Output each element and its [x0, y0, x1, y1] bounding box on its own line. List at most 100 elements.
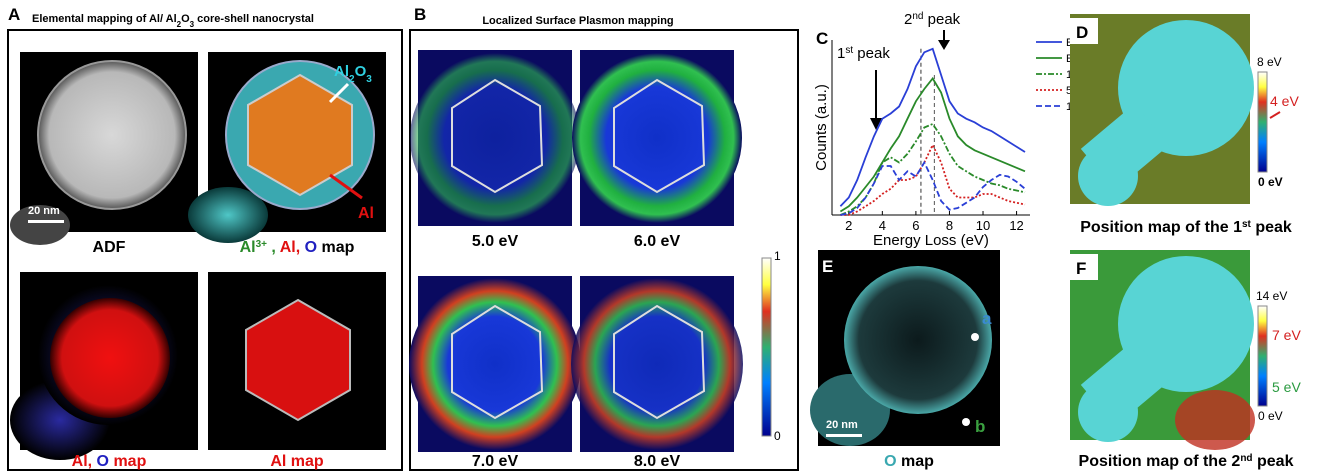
caption-part: O: [92, 453, 109, 470]
annotation: 1st peak: [837, 45, 890, 63]
label-box: [1070, 18, 1098, 44]
annotation-part: peak: [853, 45, 890, 62]
caption: Al3+ , Al, O map: [240, 239, 355, 257]
caption: 5.0 eV: [472, 233, 519, 250]
plasmon-map: [409, 276, 581, 452]
caption: Position map of the 2nd peak: [1079, 453, 1294, 471]
title-part: 3: [190, 20, 195, 29]
scale-label: 20 nm: [826, 419, 858, 431]
label-part: Al: [334, 63, 349, 80]
caption-part: O: [884, 453, 896, 470]
title-part: O: [181, 13, 190, 25]
x-tick-label: 8: [946, 218, 953, 233]
title-part: Elemental mapping of Al/ Al: [32, 13, 177, 25]
colorbar-label: 5 eV: [1272, 379, 1301, 395]
panel-label: A: [8, 5, 20, 24]
caption-part: Al,: [280, 239, 300, 256]
x-tick-label: 2: [845, 218, 852, 233]
caption-part: Al: [240, 239, 256, 256]
caption-part: Al,: [72, 453, 92, 470]
point-marker: [971, 333, 979, 341]
colorbar: [1257, 71, 1268, 173]
scale-label: 20 nm: [28, 205, 60, 217]
colorbar-label: 0 eV: [1258, 409, 1283, 423]
position-map: [1070, 14, 1254, 206]
caption-part: ,: [267, 239, 280, 256]
series-line: [840, 142, 1026, 216]
shell-label: Al2O3: [334, 63, 372, 85]
caption-part: map: [109, 453, 147, 470]
point-label: a: [982, 309, 992, 328]
caption: Al, O map: [72, 453, 147, 470]
caption: Position map of the 1st peak: [1080, 219, 1292, 237]
y-axis-label: Counts (a.u.): [813, 84, 830, 171]
colorbar: [761, 257, 772, 437]
panel-label: F: [1076, 259, 1086, 278]
colorbar-label: 0 eV: [1258, 175, 1283, 189]
colorbar-label: 0: [774, 429, 781, 443]
o-map: [810, 250, 1000, 446]
scale-bar: [826, 434, 862, 437]
caption-part: nd: [1240, 453, 1252, 464]
panel-title: Elemental mapping of Al/ Al2O3 core-shel…: [32, 13, 314, 29]
core: [247, 73, 353, 197]
arrowhead: [870, 118, 882, 130]
colorbar-label: 14 eV: [1256, 289, 1287, 303]
x-tick-label: 10: [976, 218, 990, 233]
core: [245, 298, 351, 422]
x-tick-label: 12: [1009, 218, 1023, 233]
point-label: b: [975, 417, 985, 436]
caption-part: map: [317, 239, 355, 256]
scale-bar: [28, 220, 64, 223]
caption: O map: [884, 453, 934, 470]
point-marker: [962, 418, 970, 426]
annotation: 2nd peak: [904, 11, 961, 29]
caption-part: 3+: [256, 239, 268, 250]
caption-part: Position map of the 2: [1079, 453, 1241, 470]
title-part: 2: [177, 20, 182, 29]
plasmon-map: [571, 276, 743, 452]
caption-part: peak: [1253, 453, 1294, 470]
caption-part: st: [1242, 219, 1252, 230]
plasmon-map: [572, 50, 742, 226]
caption: 8.0 eV: [634, 453, 681, 470]
particle: [37, 60, 187, 210]
label-box: [1070, 254, 1098, 280]
series-line: [840, 122, 1026, 216]
panel-frame: [409, 29, 799, 471]
caption: 7.0 eV: [472, 453, 519, 470]
annotation-part: st: [845, 45, 853, 56]
colorbar-label: 4 eV: [1270, 93, 1299, 109]
caption-part: Position map of the 1: [1080, 219, 1242, 236]
x-tick-label: 4: [879, 218, 886, 233]
colorbar-label: 1: [774, 249, 781, 263]
caption: 6.0 eV: [634, 233, 681, 250]
neck: [188, 187, 268, 243]
label-part: 2: [349, 74, 355, 85]
colorbar-label: 7 eV: [1272, 327, 1301, 343]
arrow: [328, 82, 350, 104]
series-line: [839, 47, 1026, 207]
annotation-part: 2: [904, 11, 912, 28]
core: [50, 298, 170, 418]
colorbar: [1257, 305, 1268, 407]
arrow: [329, 173, 363, 200]
annotation-part: 1: [837, 45, 845, 62]
panel-label: E: [822, 257, 833, 276]
caption-part: O: [300, 239, 317, 256]
position-map: [1070, 250, 1255, 450]
x-axis-label: Energy Loss (eV): [873, 232, 989, 249]
arrowhead: [938, 40, 950, 50]
colorbar-label: 8 eV: [1257, 55, 1282, 69]
core-label: Al: [358, 205, 374, 222]
panel-frame: [7, 29, 403, 471]
caption-part: map: [897, 453, 935, 470]
neck: [10, 205, 70, 245]
label-part: O: [355, 63, 367, 80]
label-part: 3: [366, 74, 372, 85]
title-part: core-shell nanocrystal: [194, 13, 314, 25]
panel-label: C: [816, 29, 828, 48]
panel-label: D: [1076, 23, 1088, 42]
caption: ADF: [93, 239, 126, 256]
